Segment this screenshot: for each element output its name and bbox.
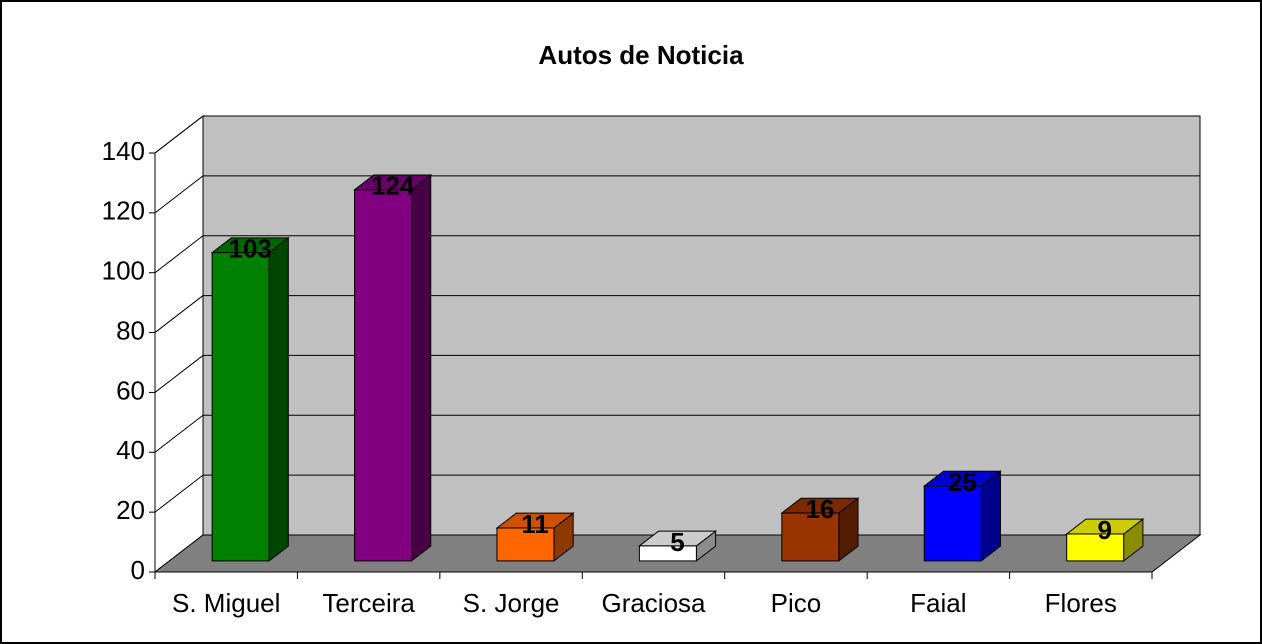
grid-line <box>154 295 204 333</box>
bar-side <box>980 470 1001 562</box>
value-label: 124 <box>371 171 415 201</box>
y-tick-label: 0 <box>131 555 145 585</box>
y-tick-label: 100 <box>102 256 145 286</box>
value-label: 11 <box>521 509 549 539</box>
y-tick-label: 20 <box>116 495 145 525</box>
bar-side <box>268 236 289 562</box>
left-wall <box>154 114 204 574</box>
grid-line <box>154 115 204 154</box>
bar-side <box>411 173 432 562</box>
x-tick-label: Faial <box>910 588 966 618</box>
value-label: 25 <box>948 467 977 497</box>
y-tick-label: 140 <box>102 136 145 166</box>
x-tick-label: Flores <box>1045 588 1117 618</box>
value-label: 16 <box>805 494 834 524</box>
bar <box>638 545 697 562</box>
bar <box>496 527 555 562</box>
x-tick-label: S. Miguel <box>172 588 280 618</box>
x-tick-label: Terceira <box>322 588 415 618</box>
bar <box>354 189 413 562</box>
y-tick-label: 120 <box>102 196 145 226</box>
bar <box>923 485 982 562</box>
value-label: 103 <box>229 234 272 264</box>
x-tick-label: Pico <box>771 588 822 618</box>
bar <box>211 252 270 562</box>
grid-line <box>154 414 204 453</box>
value-label: 9 <box>1098 515 1112 545</box>
value-label: 5 <box>670 527 684 557</box>
x-tick-label: Graciosa <box>601 588 706 618</box>
grid-line <box>154 474 204 513</box>
y-tick-label: 60 <box>116 375 145 405</box>
bar <box>1066 533 1125 562</box>
x-tick-label: S. Jorge <box>463 588 560 618</box>
y-tick-label: 80 <box>116 315 145 345</box>
bar <box>781 512 840 562</box>
grid-line <box>154 235 204 274</box>
back-wall <box>202 115 1201 536</box>
y-tick-label: 40 <box>116 435 145 465</box>
grid-line <box>154 355 204 393</box>
grid-line <box>154 175 204 214</box>
chart-title: Autos de Noticia <box>538 40 744 70</box>
